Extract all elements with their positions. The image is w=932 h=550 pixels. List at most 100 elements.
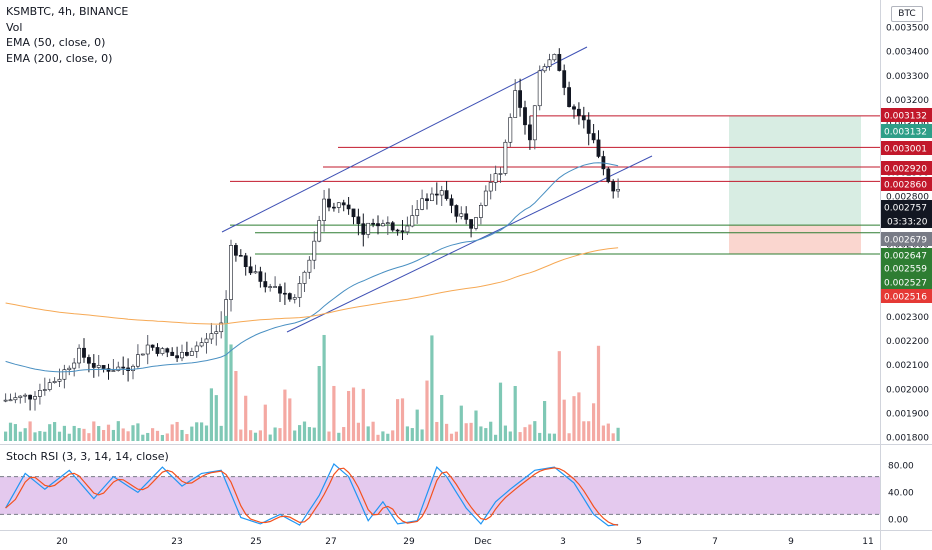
volume-bar [92, 421, 96, 441]
price-tick-label: 0.002300 [886, 313, 929, 323]
candle-body [498, 173, 503, 175]
volume-bar [494, 434, 498, 441]
volume-bar [204, 425, 209, 441]
candle-body [273, 286, 278, 288]
candle-body [189, 351, 194, 356]
volume-bar [420, 429, 424, 441]
volume-bar [601, 425, 605, 441]
price-label-text: 0.002920 [884, 165, 927, 175]
candle-body [131, 365, 135, 371]
price-label-text: 0.002559 [884, 265, 927, 275]
volume-bar [523, 427, 527, 441]
volume-bar [376, 434, 380, 441]
volume-bar [180, 429, 184, 441]
candle-body [28, 394, 33, 400]
volume-bar [445, 423, 449, 441]
price-tick-label: 0.003200 [886, 96, 929, 106]
volume-bar [513, 386, 517, 441]
countdown-text: 03:33:20 [887, 218, 928, 228]
volume-bar [102, 429, 106, 441]
candle-body [140, 353, 145, 356]
candle-body [238, 255, 243, 257]
legend-vol[interactable]: Vol [6, 20, 23, 34]
volume-bar [278, 428, 282, 441]
volume-bar [312, 427, 316, 441]
price-tick-label: 0.003500 [886, 24, 929, 34]
volume-bar [464, 423, 468, 441]
candle-body [493, 173, 498, 183]
volume-bar [253, 432, 258, 441]
price-label-badge [881, 177, 932, 191]
candle-body [23, 394, 28, 397]
volume-bar [268, 434, 272, 441]
volume-bar [538, 432, 542, 441]
volume-bar [244, 395, 248, 441]
candle-body [459, 213, 464, 217]
volume-bar [547, 433, 552, 441]
candle-body [82, 347, 86, 358]
candle-body [287, 293, 292, 300]
candle-body [253, 271, 258, 274]
volume-bar [141, 434, 145, 441]
candle-body [523, 107, 527, 126]
candle-body [434, 193, 439, 196]
legend-ema200[interactable]: EMA (200, close, 0) [6, 51, 113, 65]
candle-body [483, 190, 488, 206]
rsi-legend[interactable]: Stoch RSI (3, 3, 14, 14, close) [6, 450, 169, 463]
candle-body [464, 213, 469, 220]
volume-bar [151, 428, 155, 441]
candle-body [155, 347, 160, 354]
currency-badge[interactable]: BTC [891, 6, 923, 22]
candle-body [214, 331, 219, 334]
volume-bar [425, 380, 429, 441]
time-tick-label: Dec [474, 537, 491, 547]
channel-lower-line [286, 155, 653, 333]
price-tick-label: 0.002200 [886, 337, 929, 347]
candle-body [527, 124, 532, 141]
volume-bar [165, 433, 169, 441]
volume-bar [616, 427, 620, 441]
volume-bar [572, 396, 576, 441]
volume-bar [533, 421, 537, 441]
time-tick-label: 23 [171, 537, 182, 547]
candle-body [234, 245, 238, 256]
volume-bar [469, 422, 473, 441]
legend-ema50[interactable]: EMA (50, close, 0) [6, 36, 106, 49]
stoch-k-line [5, 463, 619, 527]
volume-bar [175, 421, 179, 441]
volume-bar [97, 426, 101, 441]
candle-body [72, 362, 77, 369]
volume-bar [366, 426, 370, 441]
candle-body [292, 297, 297, 300]
volume-bar [611, 433, 615, 441]
candle-body [268, 286, 273, 288]
candle-body [385, 222, 390, 224]
ema200-line [5, 247, 619, 325]
candle-body [532, 105, 537, 141]
candle-body [552, 54, 557, 61]
volume-bar [302, 421, 307, 441]
candle-body [567, 87, 572, 107]
volume-bar [361, 388, 365, 441]
candle-body [415, 209, 420, 216]
volume-bar [435, 421, 439, 441]
volume-bar [606, 423, 610, 441]
candle-body [199, 342, 204, 347]
candle-body [336, 202, 341, 208]
volume-bar [219, 425, 223, 441]
legend-symbol[interactable]: KSMBTC, 4h, BINANCE [6, 5, 129, 18]
candle-body [537, 70, 542, 107]
candle-body [395, 229, 400, 232]
candle-body [444, 190, 449, 199]
price-label-badge [881, 275, 932, 289]
volume-bar [459, 405, 463, 441]
volume-bar [337, 432, 341, 441]
volume-bar [273, 427, 277, 441]
candle-body [317, 220, 322, 242]
candle-body [596, 139, 601, 157]
candle-body [591, 133, 596, 141]
rsi-tick-label: 0.00 [888, 516, 908, 526]
time-tick-label: 20 [56, 537, 68, 547]
price-label-text: 0.003001 [884, 145, 927, 155]
